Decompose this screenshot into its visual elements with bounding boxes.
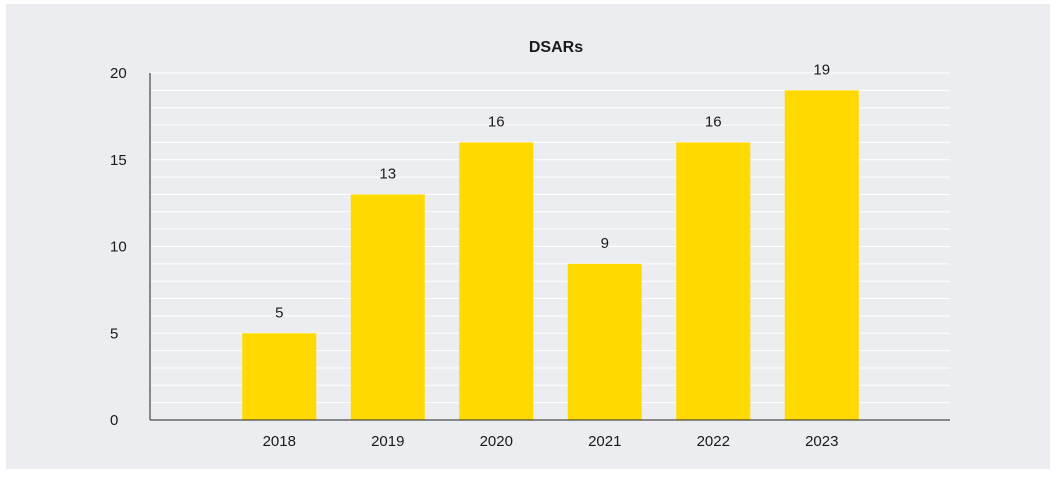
x-tick-label: 2018 <box>263 433 296 450</box>
bars <box>242 90 859 420</box>
bar <box>350 194 425 420</box>
data-label: 5 <box>275 304 283 321</box>
bar <box>784 90 859 420</box>
y-tick-label: 20 <box>110 65 127 82</box>
x-tick-label: 2019 <box>371 433 404 450</box>
y-tick-label: 10 <box>110 239 127 256</box>
chart-title: DSARs <box>529 39 583 56</box>
x-tick-label: 2023 <box>805 433 838 450</box>
y-tick-label: 5 <box>110 325 118 342</box>
bar <box>459 142 534 420</box>
x-tick-label: 2021 <box>588 433 621 450</box>
data-label: 16 <box>488 113 505 130</box>
x-tick-labels: 2018 2019 2020 2021 2022 2023 <box>263 433 839 450</box>
data-label: 16 <box>705 113 722 130</box>
data-label: 13 <box>379 165 396 182</box>
data-labels: 5 13 16 9 16 19 <box>275 61 830 321</box>
y-tick-labels: 0 5 10 15 20 <box>110 65 127 429</box>
data-label: 19 <box>813 61 830 78</box>
x-tick-label: 2020 <box>480 433 513 450</box>
y-tick-label: 0 <box>110 412 118 429</box>
bar <box>242 333 317 420</box>
bar <box>676 142 751 420</box>
x-tick-label: 2022 <box>697 433 730 450</box>
bar <box>567 263 642 420</box>
y-tick-label: 15 <box>110 152 127 169</box>
data-label: 9 <box>601 235 609 252</box>
